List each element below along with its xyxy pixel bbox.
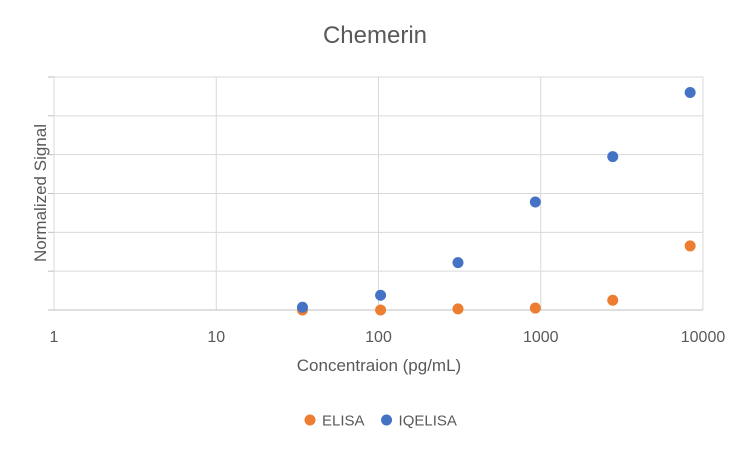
data-point-elisa xyxy=(452,303,464,315)
data-point-elisa xyxy=(684,240,696,252)
x-tick-label: 10 xyxy=(207,329,225,346)
x-tick-label: 10000 xyxy=(681,329,726,346)
legend-marker-elisa xyxy=(304,414,316,426)
data-point-iqelisa xyxy=(296,301,308,313)
x-tick-label: 1 xyxy=(50,329,59,346)
data-point-iqelisa xyxy=(452,257,464,269)
legend-marker-iqelisa xyxy=(381,414,393,426)
legend-label-elisa: ELISA xyxy=(322,413,365,430)
chart-title: Chemerin xyxy=(323,22,427,49)
x-tick-label: 100 xyxy=(365,329,392,346)
legend-label-iqelisa: IQELISA xyxy=(399,413,457,430)
data-point-elisa xyxy=(529,302,541,314)
data-point-iqelisa xyxy=(375,289,387,301)
data-point-iqelisa xyxy=(529,196,541,208)
data-point-elisa xyxy=(375,304,387,316)
data-point-iqelisa xyxy=(607,151,619,163)
x-axis-title: Concentraion (pg/mL) xyxy=(297,356,461,375)
data-points xyxy=(296,87,696,316)
x-tick-labels: 1 10 100 1000 10000 xyxy=(50,329,726,346)
grid-lines xyxy=(48,76,704,310)
data-point-iqelisa xyxy=(684,87,696,99)
data-point-elisa xyxy=(607,294,619,306)
legend: ELISA IQELISA xyxy=(304,413,457,430)
y-axis-title: Normalized Signal xyxy=(31,124,50,262)
x-tick-label: 1000 xyxy=(523,329,559,346)
